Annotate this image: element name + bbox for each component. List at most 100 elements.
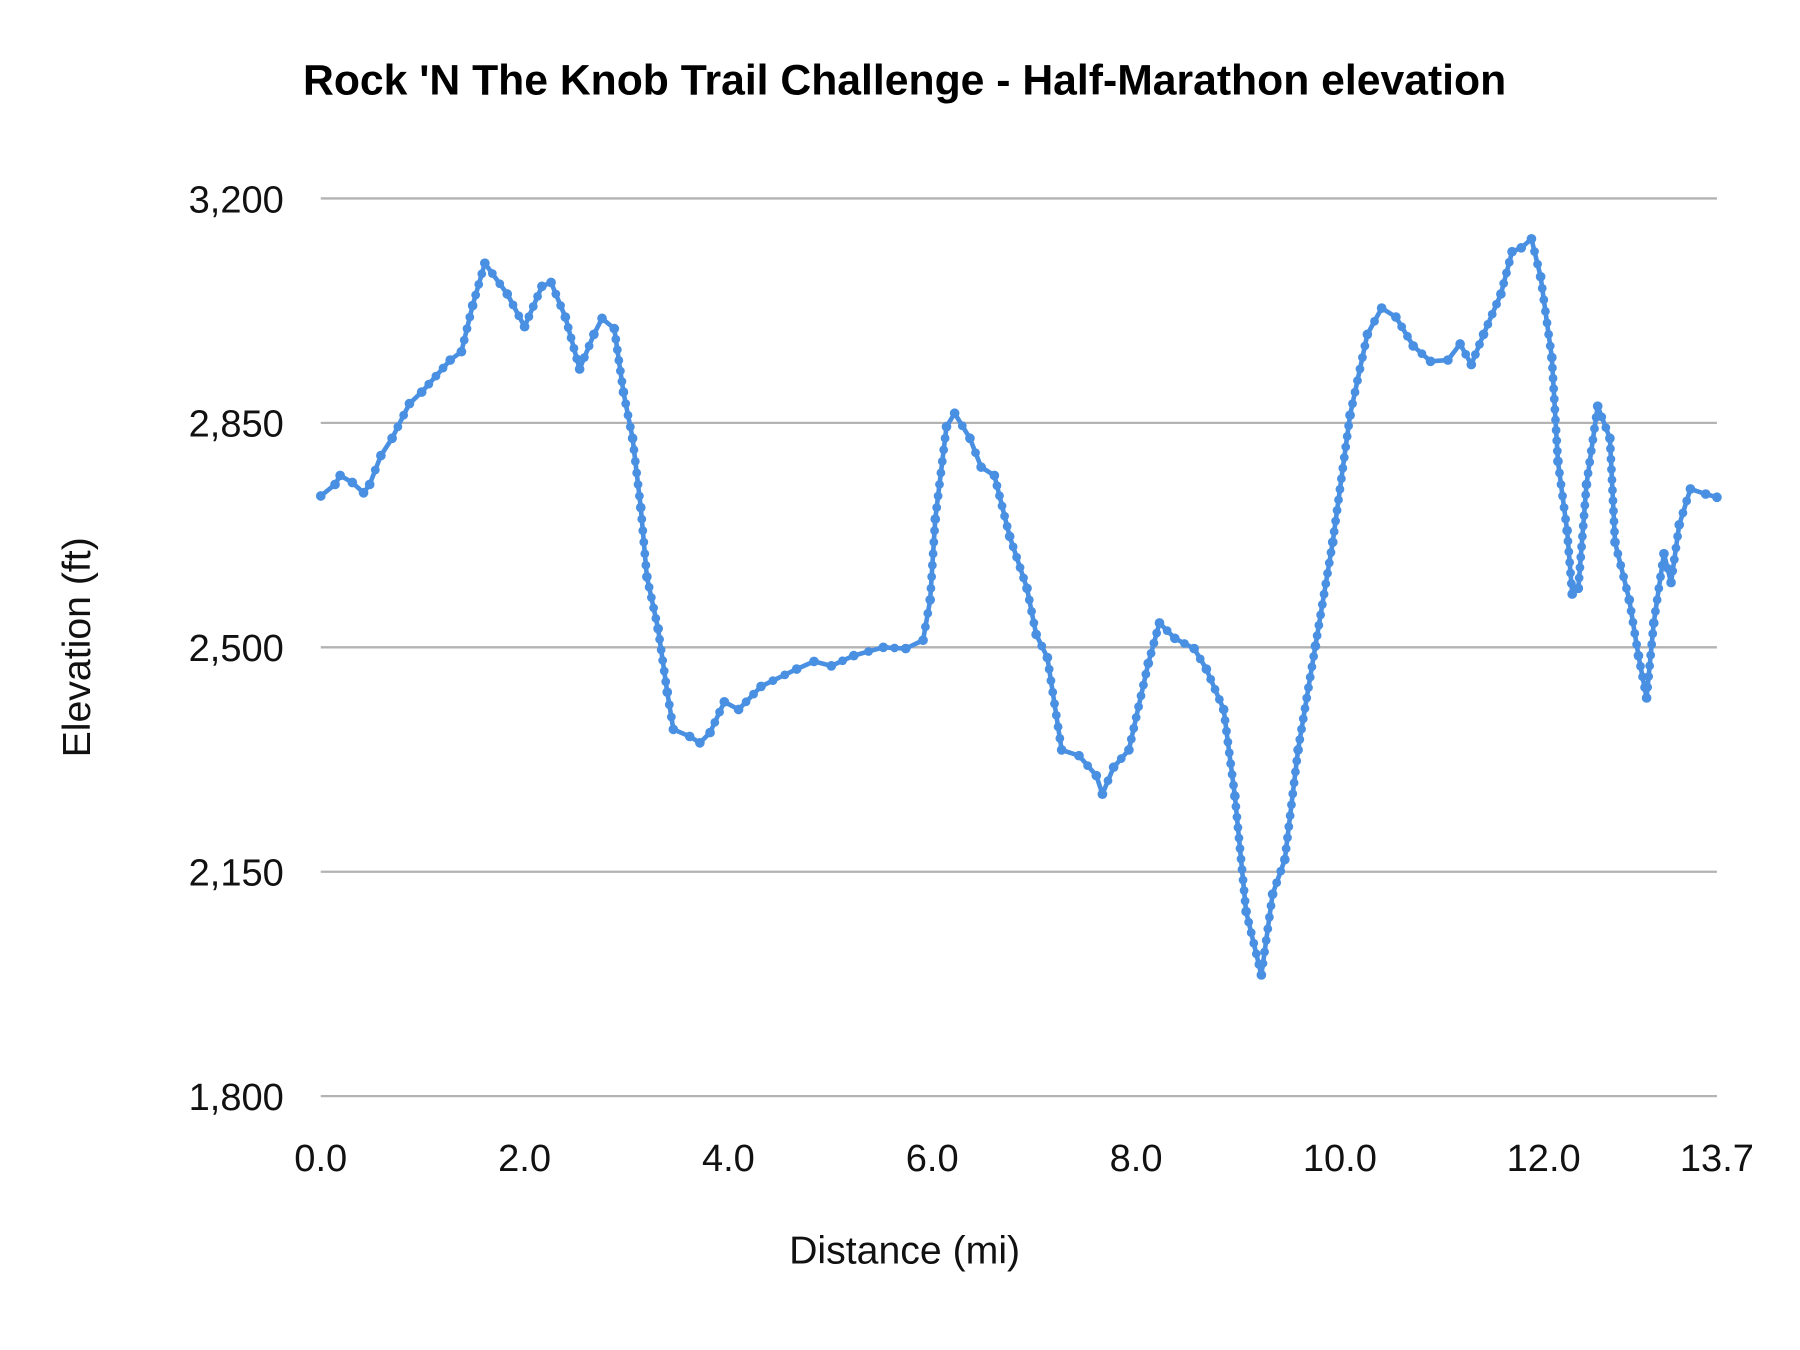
x-tick-label: 6.0: [906, 1138, 959, 1180]
sample-point: [1044, 664, 1054, 674]
sample-point: [1283, 833, 1292, 843]
sample-point: [1285, 811, 1295, 821]
sample-point: [1574, 573, 1584, 583]
sample-point: [1551, 425, 1561, 435]
sample-point: [393, 422, 403, 432]
data-point: [1546, 352, 1557, 363]
sample-point: [1492, 299, 1501, 309]
sample-point: [1288, 789, 1298, 799]
data-point: [1154, 618, 1165, 628]
sample-point: [1319, 589, 1329, 599]
data-point: [589, 329, 599, 340]
sample-point: [936, 468, 946, 478]
data-point: [1659, 548, 1669, 559]
data-point: [347, 477, 358, 488]
sample-point: [1566, 568, 1575, 578]
sample-point: [641, 560, 651, 570]
data-point: [809, 656, 819, 667]
sample-point: [1575, 563, 1585, 572]
sample-point: [632, 468, 642, 478]
data-point: [618, 387, 629, 397]
data-point: [1567, 589, 1578, 599]
sample-point: [1646, 650, 1656, 660]
sample-point: [1358, 353, 1367, 362]
sample-point: [1321, 579, 1331, 589]
sample-point: [556, 301, 565, 310]
sample-point: [1475, 340, 1484, 349]
data-point: [1124, 745, 1134, 755]
sample-point: [1548, 373, 1558, 383]
sample-point: [655, 634, 665, 644]
data-point: [546, 277, 556, 288]
sample-point: [1051, 710, 1061, 720]
sample-point: [1339, 453, 1349, 462]
x-tick-label: 12.0: [1507, 1138, 1581, 1180]
data-point: [560, 312, 571, 322]
sample-point: [1565, 557, 1575, 567]
data-point: [315, 491, 326, 501]
sample-point: [1055, 733, 1065, 743]
sample-point: [551, 289, 561, 299]
data-point: [1562, 525, 1572, 536]
data-point: [335, 470, 345, 481]
sample-point: [1577, 542, 1586, 552]
sample-point: [438, 363, 448, 373]
sample-point: [1305, 672, 1315, 682]
sample-point: [633, 480, 643, 489]
sample-point: [533, 292, 542, 301]
sample-point: [1272, 878, 1282, 888]
sample-point: [1530, 247, 1539, 256]
sample-point: [1338, 463, 1348, 473]
data-point: [1241, 906, 1251, 917]
sample-point: [1578, 531, 1587, 541]
data-point: [826, 661, 837, 671]
data-point: [642, 571, 652, 582]
data-point: [1256, 970, 1267, 980]
data-point: [1327, 537, 1338, 547]
sample-point: [1556, 480, 1566, 489]
sample-point: [1152, 628, 1162, 638]
sample-point: [1141, 669, 1151, 679]
data-point: [1267, 889, 1278, 900]
data-point: [537, 281, 547, 292]
elevation-line: [319, 236, 1718, 978]
data-point: [705, 727, 715, 738]
sample-point: [995, 491, 1004, 501]
data-point: [1391, 312, 1401, 322]
sample-point: [1323, 568, 1332, 578]
sample-point: [890, 643, 899, 653]
data-point: [1443, 355, 1453, 365]
data-point: [1169, 633, 1180, 644]
data-point: [1674, 519, 1685, 530]
data-point: [878, 642, 889, 653]
data-point: [1553, 456, 1563, 467]
sample-point: [1608, 496, 1618, 505]
sample-point: [1647, 639, 1657, 649]
sample-point: [1291, 767, 1300, 777]
sample-point: [471, 290, 481, 300]
sample-point: [1644, 672, 1654, 681]
sample-point: [1146, 648, 1156, 658]
data-point: [1685, 484, 1696, 494]
sample-point: [1326, 548, 1336, 557]
sample-point: [1566, 579, 1576, 588]
sample-point: [1251, 949, 1261, 959]
sample-point: [1116, 754, 1126, 763]
data-point: [1097, 789, 1108, 799]
sample-point: [741, 697, 751, 707]
data-point: [1516, 242, 1527, 253]
sample-point: [1541, 306, 1550, 316]
sample-point: [1162, 626, 1172, 636]
data-point: [404, 398, 415, 409]
sample-point: [1678, 508, 1688, 518]
sample-point: [649, 603, 658, 613]
data-point: [1279, 854, 1290, 865]
sample-point: [1622, 583, 1631, 593]
sample-point: [932, 503, 942, 512]
sample-point: [1224, 748, 1234, 758]
sample-point: [1545, 341, 1555, 351]
sample-point: [1263, 924, 1273, 934]
sample-point: [930, 526, 939, 535]
data-point: [653, 623, 663, 634]
sample-point: [1483, 319, 1493, 329]
